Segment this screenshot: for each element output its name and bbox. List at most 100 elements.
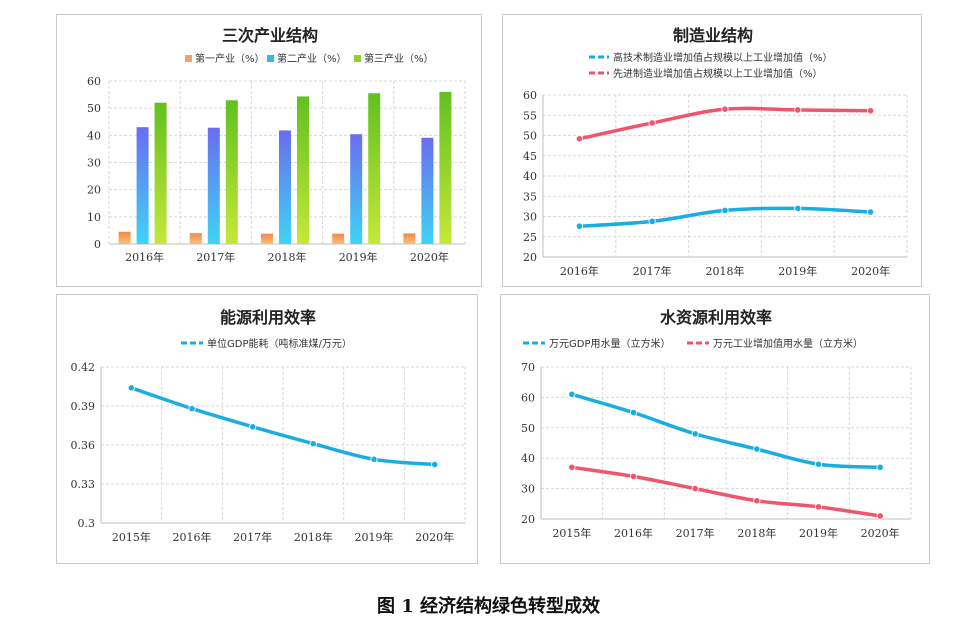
bar-primary: [332, 233, 345, 244]
plot-area: 20 25 30 35 40 45 50 55 60 2016年 2017年 2018年 2019年 20…: [523, 89, 908, 278]
x-tick-label: 2015年: [552, 526, 591, 540]
x-tick-label: 2020年: [861, 526, 900, 540]
data-point: [691, 485, 699, 493]
x-tick-label: 2019年: [799, 526, 838, 540]
y-tick-label: 10: [87, 211, 101, 224]
plot-area: 0 10 20 30 40 50 60 2016年 2017年 2018年 2019年 2020年: [87, 75, 466, 264]
legend-tertiary: 第三产业（%）: [364, 52, 434, 65]
y-tick-label: 0.39: [71, 400, 96, 413]
y-tick-label: 35: [523, 190, 537, 203]
x-tick-label: 2016年: [173, 530, 212, 544]
bar-tertiary: [225, 100, 238, 244]
y-tick-label: 30: [523, 211, 537, 224]
y-tick-label: 40: [87, 129, 101, 142]
bar-secondary: [279, 130, 291, 244]
legend-hightech: 高技术制造业增加值占规模以上工业增加值（%）: [613, 51, 833, 64]
y-tick-label: 40: [521, 452, 535, 465]
x-tick-label: 2018年: [706, 264, 745, 278]
y-tick-label: 30: [521, 483, 535, 496]
data-point: [575, 222, 584, 230]
legend-swatch-secondary: [267, 55, 274, 62]
y-tick-label: 0.33: [71, 478, 96, 491]
bar-primary: [189, 233, 202, 244]
data-point: [249, 423, 257, 431]
y-tick-label: 60: [523, 89, 537, 102]
legend-secondary: 第二产业（%）: [277, 52, 347, 65]
data-point: [370, 455, 378, 463]
energy-efficiency-panel: 能源利用效率 单位GDP能耗（吨标准煤/万元） 0.3 0.33 0.36 0.39 0…: [56, 294, 478, 564]
data-point: [127, 384, 135, 392]
legend: 单位GDP能耗（吨标准煤/万元）: [181, 337, 352, 350]
series-line: [570, 465, 882, 518]
figure-caption: 图 1 经济结构绿色转型成效: [376, 596, 601, 617]
y-tick-label: 60: [87, 75, 101, 88]
y-tick-label: 0.36: [71, 439, 96, 452]
legend: 第一产业（%） 第二产业（%） 第三产业（%）: [185, 52, 434, 65]
x-tick-label: 2018年: [294, 530, 333, 544]
series-line: [570, 392, 882, 470]
bar-tertiary: [154, 102, 167, 244]
data-point: [188, 405, 196, 413]
legend: 万元GDP用水量（立方米） 万元工业增加值用水量（立方米）: [523, 337, 863, 350]
industry-structure-chart: 三次产业结构 第一产业（%） 第二产业（%） 第三产业（%） 0 10 20 30 40…: [87, 26, 466, 264]
data-point: [876, 512, 884, 520]
x-tick-label: 2018年: [737, 526, 776, 540]
chart-title: 能源利用效率: [220, 308, 316, 327]
chart-title: 水资源利用效率: [660, 308, 772, 327]
data-point: [794, 204, 802, 212]
legend-swatch-primary: [185, 55, 192, 62]
bar-tertiary: [439, 91, 452, 244]
x-tick-label: 2020年: [851, 264, 890, 278]
y-tick-label: 20: [87, 184, 101, 197]
bar-primary: [403, 233, 416, 244]
bar-secondary: [136, 127, 149, 244]
y-tick-label: 60: [521, 391, 535, 404]
data-point: [691, 430, 699, 438]
x-tick-label: 2016年: [614, 526, 653, 540]
bar-tertiary: [368, 93, 381, 244]
x-tick-label: 2015年: [112, 530, 151, 544]
x-tick-label: 2017年: [633, 264, 672, 278]
data-point: [814, 503, 823, 511]
data-point: [866, 208, 875, 216]
data-point: [753, 497, 761, 505]
data-point: [431, 460, 439, 469]
x-tick-label: 2019年: [778, 264, 817, 278]
data-point: [866, 107, 875, 115]
data-point: [794, 106, 802, 114]
data-point: [753, 445, 761, 453]
series-line: [577, 106, 873, 141]
bar-primary: [118, 231, 131, 244]
data-point: [721, 206, 729, 215]
y-tick-label: 0.42: [71, 361, 96, 374]
y-tick-label: 50: [521, 422, 535, 435]
bar-secondary: [421, 137, 434, 244]
y-tick-label: 0: [94, 238, 101, 251]
legend-primary: 第一产业（%）: [195, 52, 265, 65]
bar-primary: [261, 233, 273, 244]
plot-area: 0.3 0.33 0.36 0.39 0.42 2015年 2016年 2017年 2018年 2…: [71, 361, 466, 544]
bar-secondary: [350, 134, 363, 244]
y-tick-label: 45: [523, 150, 537, 163]
data-point: [721, 105, 729, 113]
series-line: [129, 386, 437, 467]
energy-efficiency-chart: 能源利用效率 单位GDP能耗（吨标准煤/万元） 0.30.330.360.390…: [71, 308, 466, 544]
x-tick-label: 2016年: [125, 250, 164, 264]
x-tick-label: 2020年: [415, 530, 454, 544]
bar-tertiary: [297, 96, 309, 244]
x-tick-label: 2017年: [676, 526, 715, 540]
legend-energy: 单位GDP能耗（吨标准煤/万元）: [207, 337, 352, 350]
x-tick-label: 2017年: [196, 250, 235, 264]
x-tick-label: 2020年: [410, 250, 449, 264]
data-point: [575, 135, 584, 143]
y-tick-label: 30: [87, 157, 101, 170]
chart-title: 三次产业结构: [222, 26, 318, 45]
data-point: [568, 390, 576, 398]
x-tick-label: 2019年: [355, 530, 394, 544]
data-point: [629, 409, 638, 417]
data-point: [309, 440, 317, 448]
x-tick-label: 2017年: [233, 530, 272, 544]
data-point: [568, 463, 576, 471]
data-point: [814, 460, 823, 468]
data-point: [648, 217, 656, 225]
